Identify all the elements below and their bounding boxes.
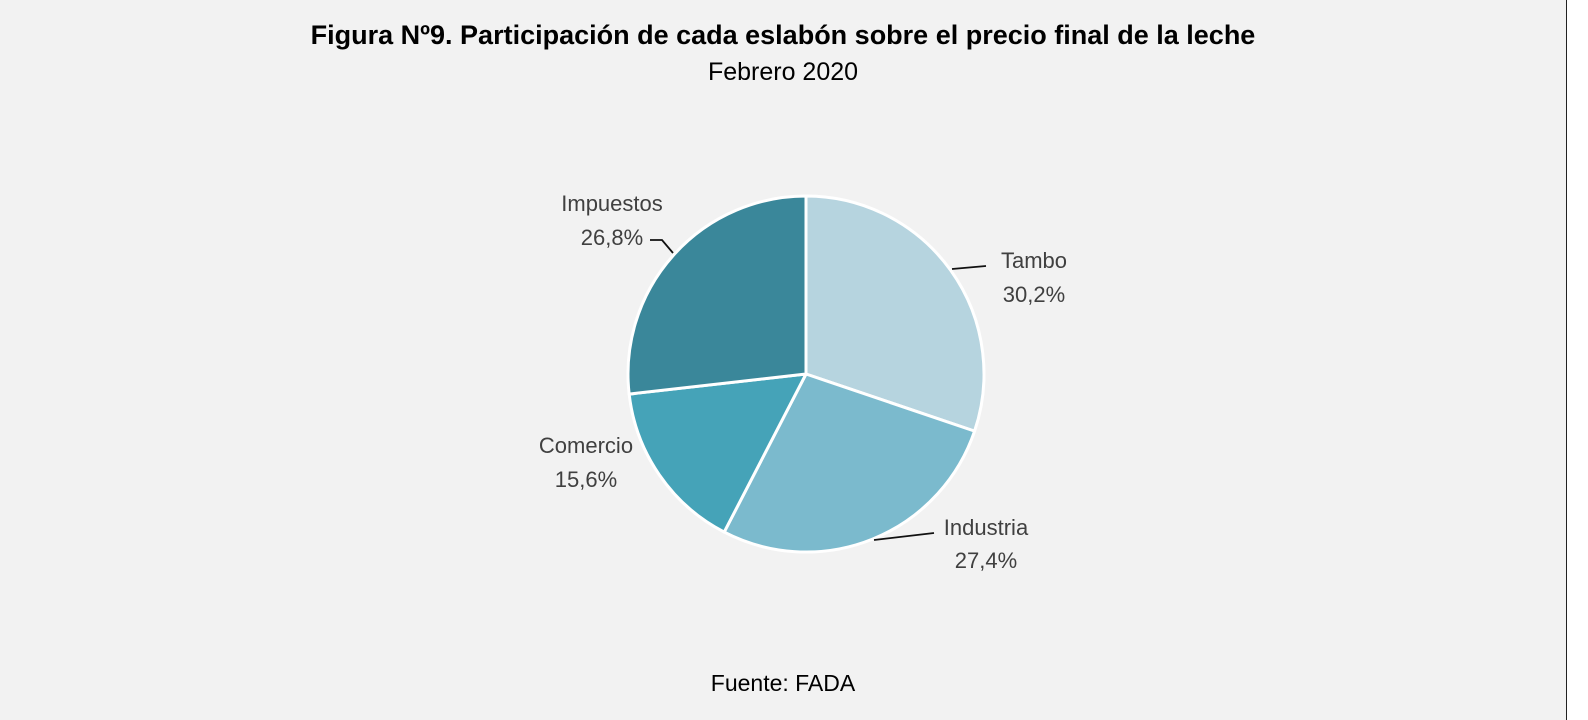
slice-label-industria: Industria	[944, 515, 1029, 540]
leader-line-industria	[873, 532, 935, 541]
chart-source: Fuente: FADA	[710, 670, 856, 696]
pie-slices	[626, 194, 986, 554]
slice-value-tambo: 30,2%	[1003, 282, 1065, 307]
slice-value-industria: 27,4%	[955, 548, 1017, 573]
pie-slice-tambo	[804, 194, 986, 433]
leader-lines	[650, 239, 987, 541]
slice-labels: Tambo 30,2% Industria 27,4% Comercio 15,6% Imp…	[539, 191, 1067, 573]
pie-slice-impuestos	[626, 194, 808, 396]
chart-subtitle: Febrero 2020	[707, 58, 859, 86]
pie-slice-comercio	[627, 372, 808, 534]
slice-label-impuestos: Impuestos	[561, 191, 663, 216]
slice-label-comercio: Comercio	[539, 433, 633, 458]
slice-label-tambo: Tambo	[1001, 248, 1067, 273]
window-edge	[1566, 0, 1588, 720]
leader-line-impuestos	[650, 239, 674, 254]
chart-title: Figura Nº9. Participación de cada eslabó…	[310, 20, 1256, 50]
slice-value-comercio: 15,6%	[555, 467, 617, 492]
pie-slice-industria	[722, 372, 977, 554]
slice-value-impuestos: 26,8%	[581, 225, 643, 250]
leader-line-tambo	[951, 265, 987, 270]
